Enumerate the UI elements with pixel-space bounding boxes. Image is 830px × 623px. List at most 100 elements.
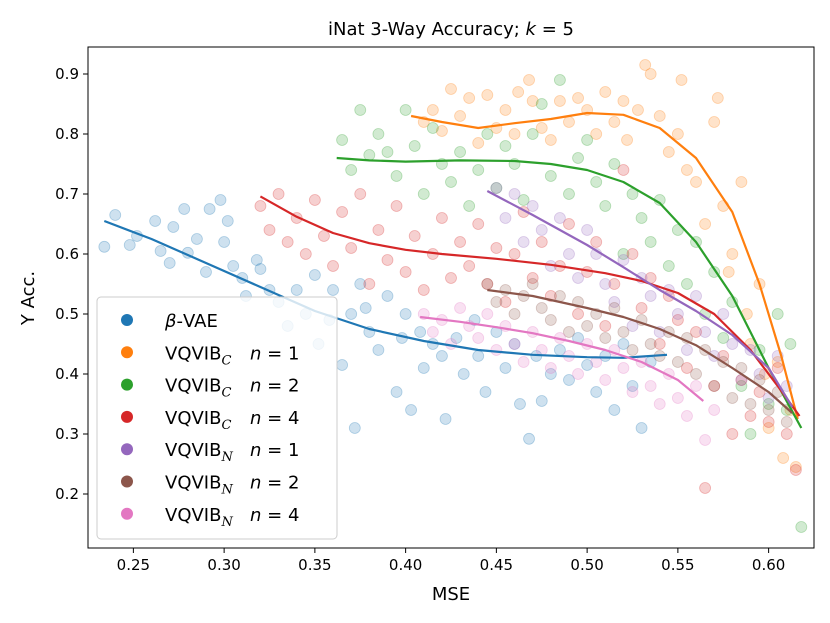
data-point-series-3 [345,164,358,176]
data-point-series-4 [281,236,294,248]
data-point-series-4 [272,188,285,200]
data-point-series-5 [726,338,739,350]
y-tick-label: 0.7 [55,185,79,203]
data-point-series-5 [753,368,766,380]
data-point-series-6 [563,326,575,338]
data-point-series-4 [445,272,457,284]
data-point-series-1 [290,284,303,296]
x-axis-label: MSE [432,584,470,605]
data-point-series-2 [699,218,711,230]
legend-label: VQVIBN [165,440,233,465]
data-point-series-6 [690,368,702,380]
data-point-series-4 [463,260,476,272]
data-point-series-1 [218,236,231,248]
data-point-series-3 [472,164,485,176]
data-point-series-4 [653,338,666,350]
data-point-series-3 [417,188,430,200]
data-point-series-5 [535,224,548,236]
data-point-series-1 [163,257,176,269]
legend-main: VQVIB [165,376,221,397]
data-point-series-2 [675,74,688,86]
data-point-series-4 [436,212,448,224]
data-point-series-6 [599,332,612,344]
legend-main: VQVIB [165,408,221,429]
data-point-series-3 [535,98,548,110]
data-point-series-3 [744,428,757,440]
data-point-series-4 [372,224,385,236]
data-point-series-6 [762,404,775,416]
data-point-series-2 [526,95,539,107]
data-point-series-1 [250,254,263,266]
data-point-series-2 [499,104,512,116]
data-point-series-2 [711,92,724,104]
trend-line-series-5 [486,190,794,408]
legend-subscript: N [220,515,233,530]
data-point-series-4 [308,194,321,206]
data-point-series-4 [408,230,421,242]
data-point-series-4 [780,428,793,440]
data-point-series-3 [445,176,457,188]
y-tick-label: 0.5 [55,305,79,323]
data-point-series-3 [795,521,808,533]
data-point-series-1 [472,350,485,362]
data-point-series-1 [417,362,430,374]
data-point-series-4 [690,326,702,338]
data-point-series-7 [699,434,711,446]
chart-title: iNat 3-Way Accuracy; k = 5 [328,19,574,40]
y-tick-label: 0.9 [55,65,79,83]
title-text: iNat 3-Way Accuracy; [328,19,526,40]
plot-frame [87,46,815,549]
legend-marker [121,443,133,456]
x-tick-label: 0.30 [207,556,240,574]
data-point-series-4 [789,464,802,476]
data-point-series-2 [554,95,566,107]
data-point-series-4 [563,218,575,230]
data-point-series-2 [632,104,644,116]
data-point-series-6 [744,398,757,410]
data-point-series-3 [717,332,730,344]
legend-n: n = 1 [250,343,299,364]
legend-beta: β [164,311,177,332]
data-point-series-1 [514,398,526,410]
data-point-series-2 [708,116,721,128]
data-point-series-1 [414,326,427,338]
data-point-series-5 [563,248,575,260]
data-point-series-4 [363,278,376,290]
data-point-series-1 [336,359,349,371]
data-point-series-1 [390,386,403,398]
data-point-series-2 [544,134,557,146]
legend-marker [121,410,133,423]
legend-n: n = 1 [250,440,299,461]
data-point-series-4 [263,224,276,236]
data-point-series-7 [708,404,721,416]
y-tick-label: 0.4 [55,365,79,383]
data-point-series-7 [454,302,466,314]
y-tick-label: 0.3 [55,425,79,443]
legend-label: VQVIBC [165,376,231,401]
data-point-series-1 [221,215,234,227]
data-point-series-1 [457,368,470,380]
trend-line-series-4 [259,195,801,417]
data-point-series-4 [572,308,584,320]
data-point-series-4 [617,164,630,176]
data-point-series-1 [581,359,594,371]
y-tick-label: 0.8 [55,125,79,143]
data-point-series-3 [644,236,657,248]
data-point-series-4 [771,362,784,374]
data-point-series-1 [535,395,548,407]
legend-box [96,296,338,540]
data-point-series-4 [762,416,775,428]
data-point-series-2 [463,92,476,104]
y-axis-label: Y Acc. [18,271,39,326]
data-point-series-4 [336,206,349,218]
data-point-series-1 [523,432,535,445]
data-point-series-2 [563,116,575,128]
data-point-series-4 [744,410,757,422]
data-point-series-1 [381,290,394,302]
data-point-series-4 [490,242,503,254]
data-point-series-3 [617,248,630,260]
x-axis: 0.25 0.30 0.35 0.40 0.45 0.50 0.55 0.60 [117,548,785,574]
data-point-series-4 [454,236,466,248]
data-point-series-1 [308,269,321,281]
